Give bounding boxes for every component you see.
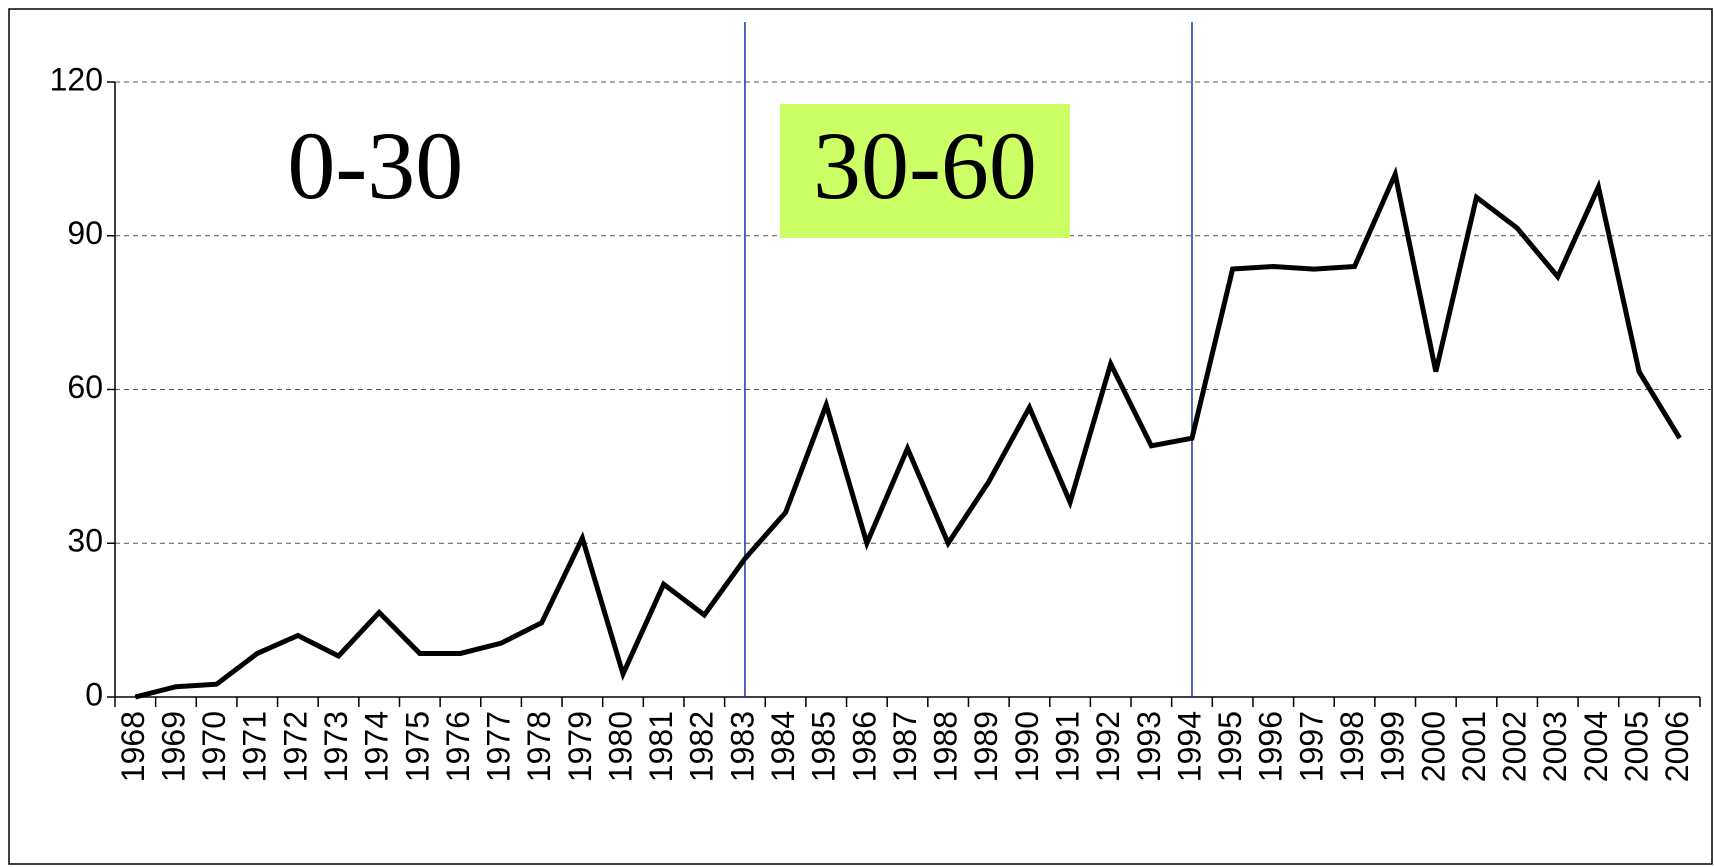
x-tick-label: 1995: [1212, 711, 1248, 782]
x-tick-label: 1996: [1253, 711, 1289, 782]
x-tick-label: 1991: [1050, 711, 1086, 782]
series-line: [134, 166, 1682, 700]
x-tick-label: 1977: [481, 711, 517, 782]
x-tick-label: 2000: [1415, 711, 1451, 782]
x-tick-label: 1997: [1293, 711, 1329, 782]
x-tick-label: 2002: [1497, 711, 1533, 782]
x-tick-label: 2003: [1537, 711, 1573, 782]
x-tick-label: 1982: [684, 711, 720, 782]
x-tick-label: 1973: [318, 711, 354, 782]
annotation: 30-60: [813, 112, 1037, 219]
x-tick-label: 1968: [115, 711, 151, 782]
y-tick-label: 0: [85, 676, 103, 712]
x-tick-label: 2006: [1659, 711, 1695, 782]
y-tick-label: 60: [67, 369, 103, 405]
y-tick-label: 30: [67, 523, 103, 559]
annotation: 0-30: [287, 112, 463, 219]
x-tick-label: 1981: [643, 711, 679, 782]
x-tick-label: 1986: [846, 711, 882, 782]
x-tick-label: 1970: [196, 711, 232, 782]
x-tick-label: 1979: [562, 711, 598, 782]
x-tick-label: 1989: [968, 711, 1004, 782]
x-tick-label: 1993: [1131, 711, 1167, 782]
x-tick-label: 1978: [521, 711, 557, 782]
x-tick-label: 1984: [765, 711, 801, 782]
x-tick-label: 1975: [399, 711, 435, 782]
x-tick-label: 1974: [359, 711, 395, 782]
x-tick-label: 1985: [806, 711, 842, 782]
y-tick-label: 120: [50, 61, 103, 97]
frame: [8, 8, 1713, 865]
annotation-background: [779, 104, 1070, 238]
x-tick-label: 2004: [1578, 711, 1614, 782]
x-tick-label: 1972: [277, 711, 313, 782]
x-tick-label: 1969: [155, 711, 191, 782]
x-tick-label: 1992: [1090, 711, 1126, 782]
x-tick-label: 1971: [237, 711, 273, 782]
x-tick-label: 1990: [1009, 711, 1045, 782]
x-tick-label: 1994: [1171, 711, 1207, 782]
x-tick-label: 1988: [928, 711, 964, 782]
x-tick-label: 2001: [1456, 711, 1492, 782]
x-tick-label: 1998: [1334, 711, 1370, 782]
x-tick-label: 2005: [1618, 711, 1654, 782]
x-tick-label: 1987: [887, 711, 923, 782]
x-tick-label: 1976: [440, 711, 476, 782]
x-tick-label: 1980: [602, 711, 638, 782]
y-tick-label: 90: [67, 215, 103, 251]
x-tick-label: 1983: [724, 711, 760, 782]
x-tick-label: 1999: [1375, 711, 1411, 782]
